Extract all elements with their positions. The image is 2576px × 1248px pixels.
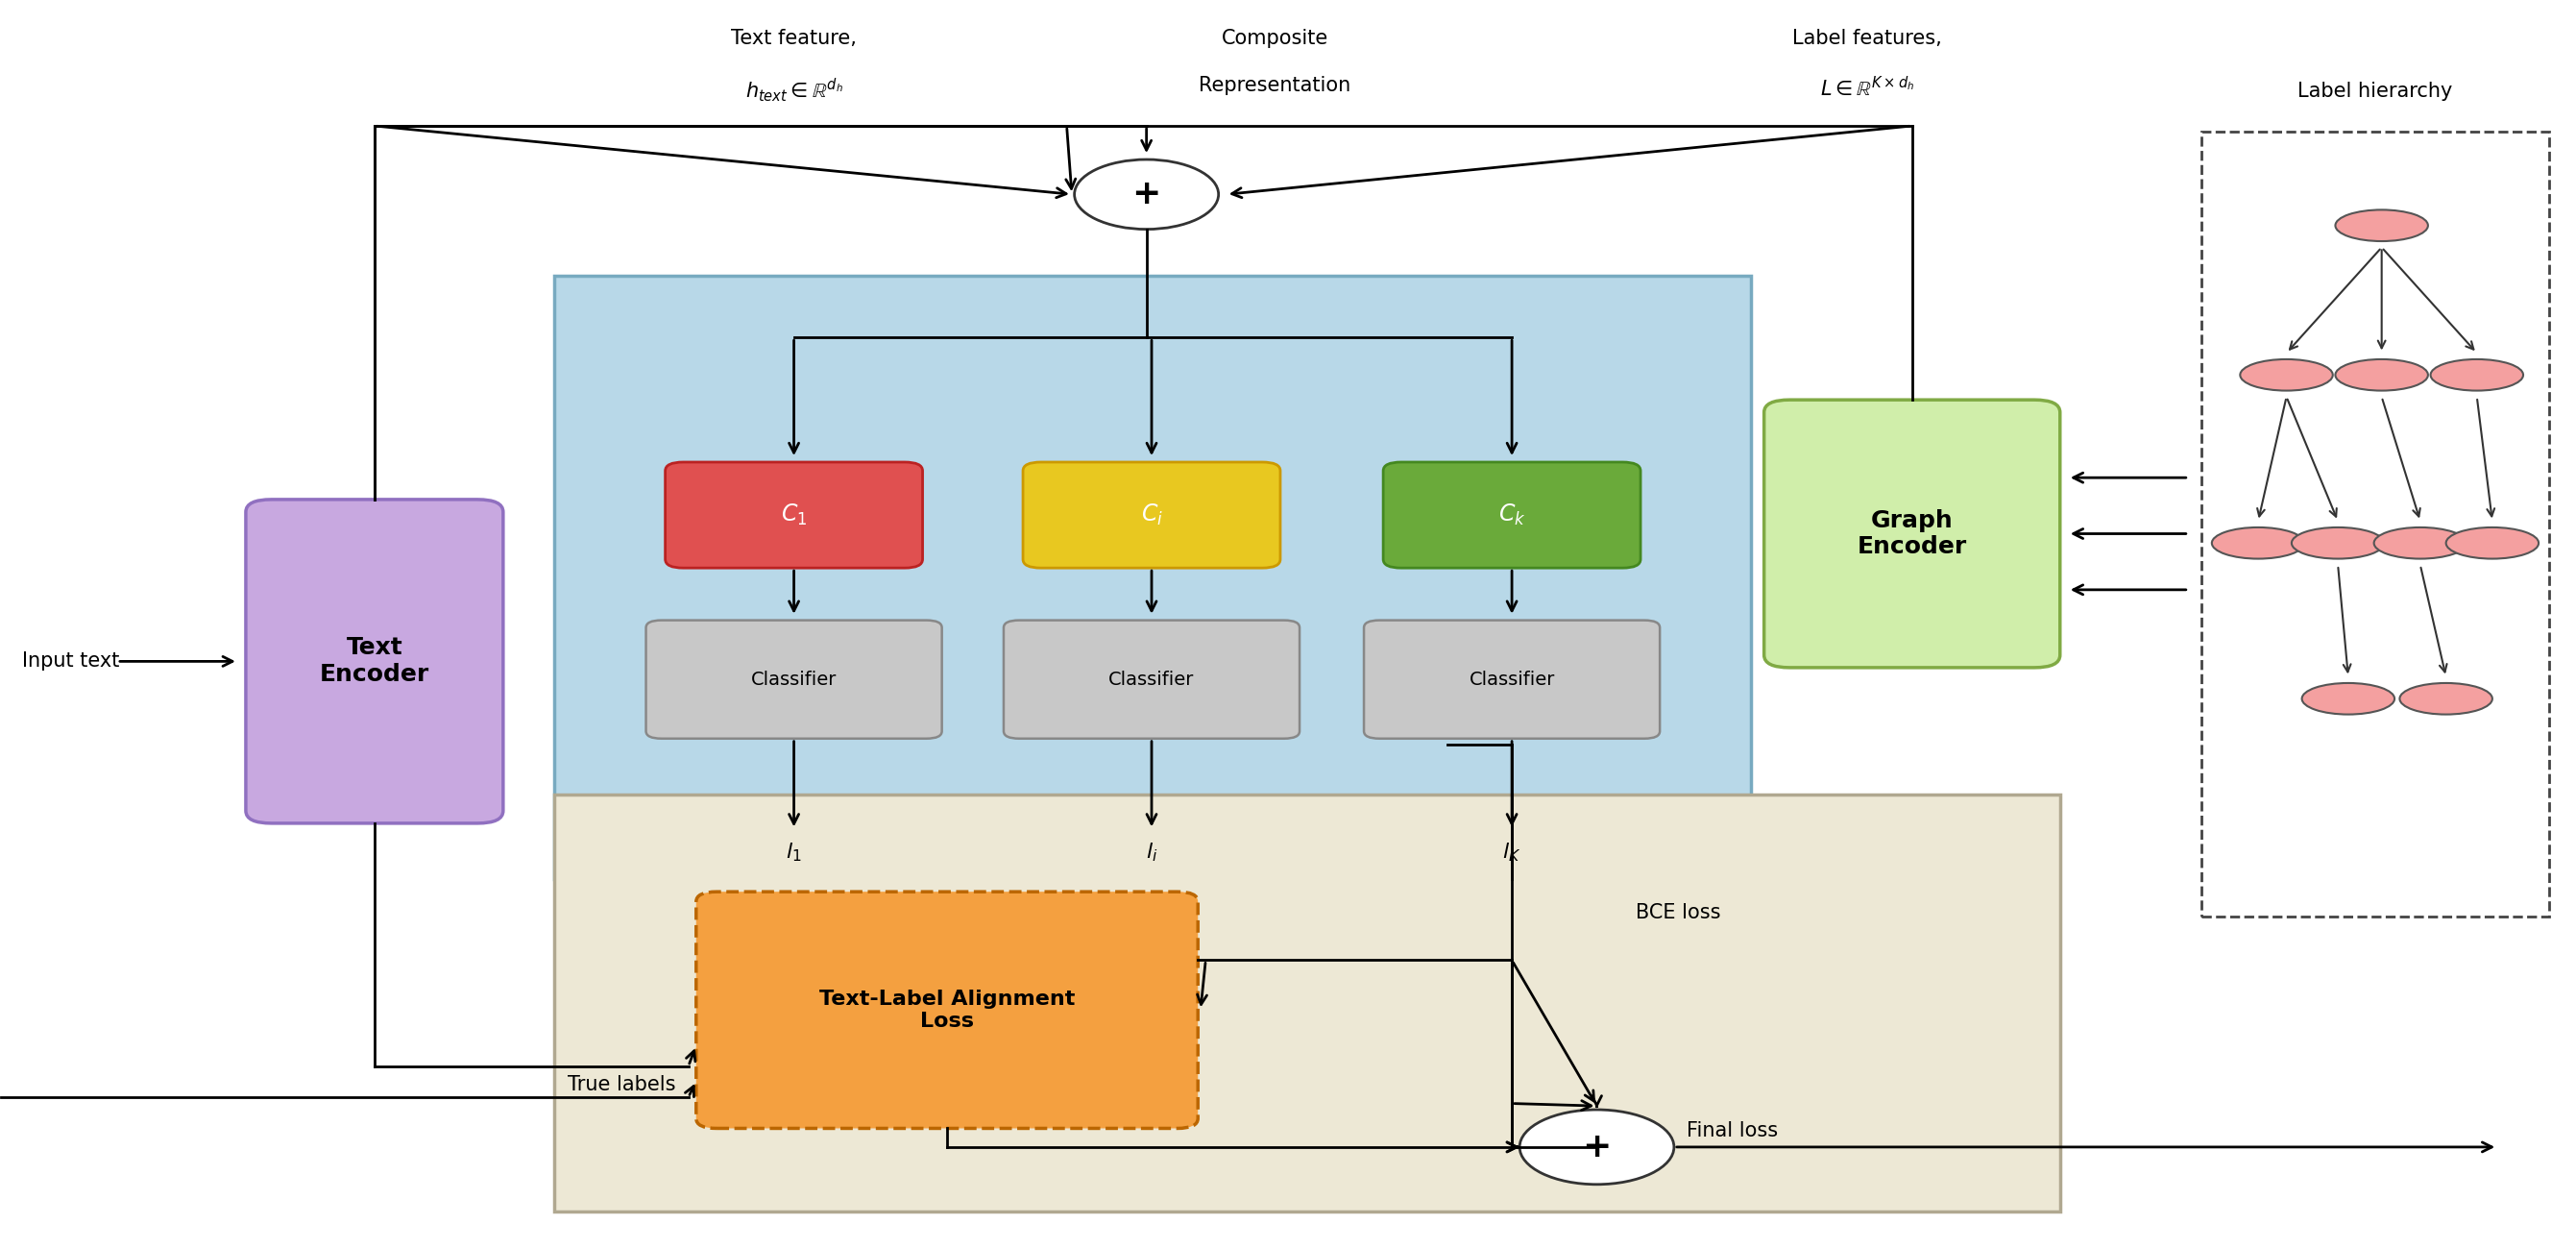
Text: $l_K$: $l_K$ <box>1502 841 1522 864</box>
FancyBboxPatch shape <box>1005 620 1298 739</box>
Text: Classifier: Classifier <box>752 670 837 689</box>
Text: Input text: Input text <box>23 651 118 671</box>
Ellipse shape <box>2432 359 2524 391</box>
Ellipse shape <box>2303 683 2396 714</box>
Text: +: + <box>1131 178 1162 211</box>
Text: Graph
Encoder: Graph Encoder <box>1857 509 1968 559</box>
Bar <box>554 795 2061 1212</box>
Text: $C_k$: $C_k$ <box>1499 503 1525 528</box>
Text: BCE loss: BCE loss <box>1636 904 1721 922</box>
Text: $l_1$: $l_1$ <box>786 841 801 864</box>
Text: Text feature,: Text feature, <box>732 29 858 47</box>
Ellipse shape <box>2447 528 2537 559</box>
Text: Composite: Composite <box>1221 29 1329 47</box>
FancyBboxPatch shape <box>665 462 922 568</box>
Text: Representation: Representation <box>1200 76 1352 95</box>
Ellipse shape <box>2401 683 2494 714</box>
FancyBboxPatch shape <box>1363 620 1659 739</box>
FancyBboxPatch shape <box>245 499 502 824</box>
Text: Classifier: Classifier <box>1468 670 1556 689</box>
FancyBboxPatch shape <box>1383 462 1641 568</box>
Ellipse shape <box>2241 359 2334 391</box>
Text: Text-Label Alignment
Loss: Text-Label Alignment Loss <box>819 990 1074 1031</box>
Text: $C_1$: $C_1$ <box>781 503 806 528</box>
Text: $h_{text} \in \mathbb{R}^{d_h}$: $h_{text} \in \mathbb{R}^{d_h}$ <box>744 76 842 104</box>
Text: True labels: True labels <box>567 1076 675 1094</box>
Text: $C_i$: $C_i$ <box>1141 503 1162 528</box>
Text: +: + <box>1582 1131 1613 1163</box>
FancyBboxPatch shape <box>1023 462 1280 568</box>
Ellipse shape <box>2336 359 2429 391</box>
FancyBboxPatch shape <box>647 620 943 739</box>
Text: Label hierarchy: Label hierarchy <box>2298 82 2452 101</box>
Ellipse shape <box>2213 528 2306 559</box>
Text: $L \in \mathbb{R}^{K \times d_h}$: $L \in \mathbb{R}^{K \times d_h}$ <box>1819 76 1914 100</box>
Text: Text
Encoder: Text Encoder <box>319 636 430 686</box>
Text: Label features,: Label features, <box>1793 29 1942 47</box>
Text: Classifier: Classifier <box>1108 670 1195 689</box>
FancyBboxPatch shape <box>696 892 1198 1128</box>
Bar <box>2202 132 2548 916</box>
Text: Final loss: Final loss <box>1687 1122 1777 1141</box>
Text: $l_i$: $l_i$ <box>1146 841 1157 864</box>
Ellipse shape <box>2336 210 2429 241</box>
FancyBboxPatch shape <box>1765 399 2061 668</box>
Circle shape <box>1074 160 1218 230</box>
Circle shape <box>1520 1109 1674 1184</box>
Ellipse shape <box>2293 528 2385 559</box>
Ellipse shape <box>2375 528 2468 559</box>
Bar <box>554 276 1752 880</box>
